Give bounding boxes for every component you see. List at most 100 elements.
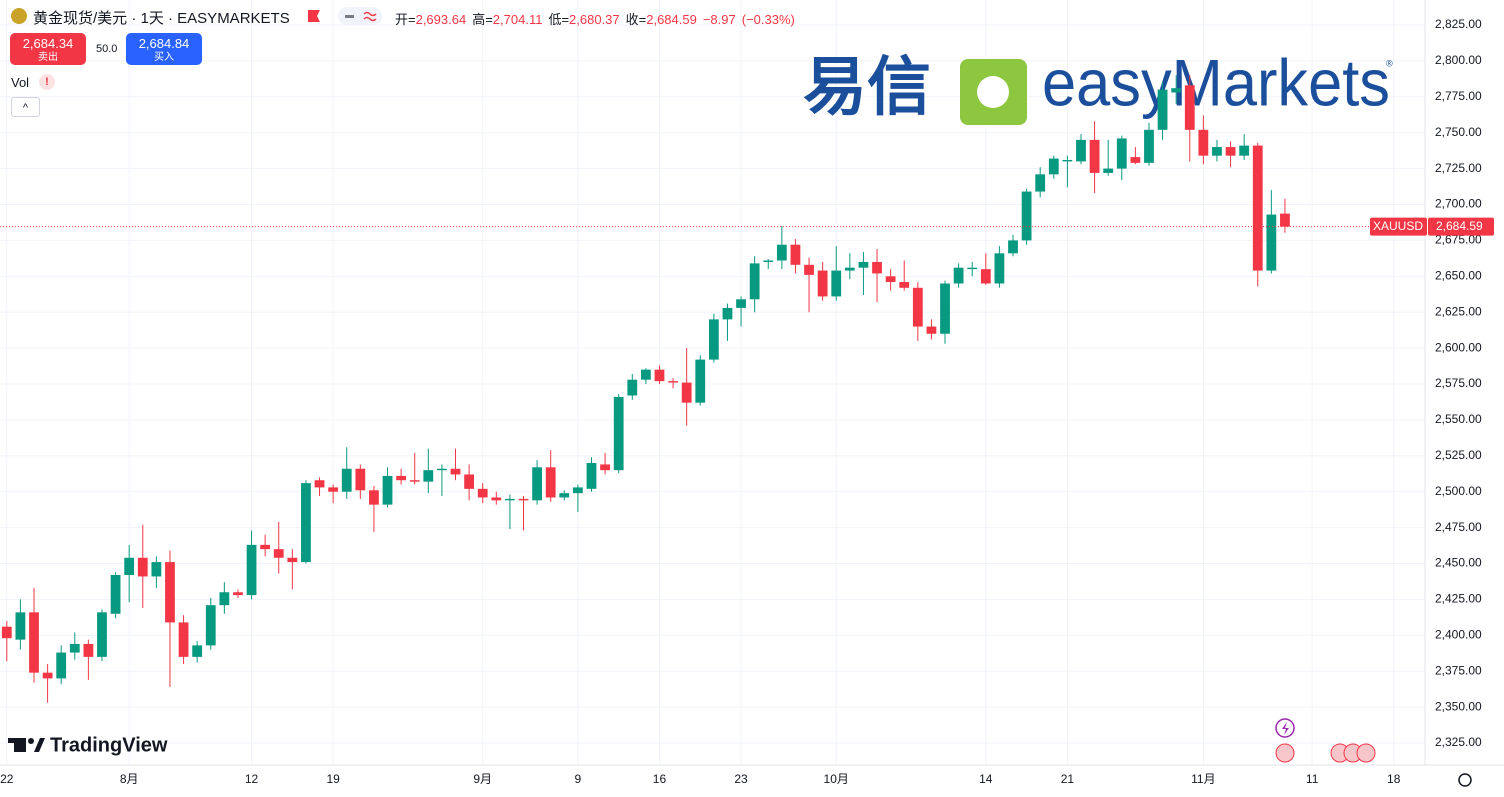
candle-body <box>695 359 706 403</box>
ohlc-label: 开= <box>395 12 416 27</box>
watermark-icon-dot <box>977 76 1009 108</box>
sell-price: 2,684.34 <box>22 36 74 51</box>
candle-body <box>1252 145 1263 271</box>
event-flag[interactable] <box>1275 743 1295 763</box>
candle-body <box>29 612 39 673</box>
candle-body <box>1130 157 1141 163</box>
change-percent: (−0.33%) <box>741 12 795 27</box>
candle-body <box>396 475 407 481</box>
candle-body <box>926 326 937 334</box>
candle-body <box>42 672 53 679</box>
candle-body <box>165 562 175 623</box>
candle-body <box>627 379 638 396</box>
y-tick-label: 2,525.00 <box>1435 448 1482 462</box>
candle-body <box>69 643 80 653</box>
x-tick-label: 22 <box>0 772 14 786</box>
buy-price: 2,684.84 <box>138 36 190 51</box>
candle-body <box>301 483 311 563</box>
indicator-label[interactable]: Vol <box>11 75 30 90</box>
x-tick-label: 23 <box>734 772 748 786</box>
candle-body <box>97 612 107 657</box>
candle-body <box>15 612 26 640</box>
collapse-button[interactable]: ^ <box>11 97 40 117</box>
candle-body <box>586 462 597 489</box>
candle-body <box>1103 168 1114 173</box>
price-tag-label: 2,684.59 <box>1436 219 1483 233</box>
candle-body <box>776 244 787 261</box>
y-tick-label: 2,475.00 <box>1435 520 1482 534</box>
candle-body <box>1157 89 1168 130</box>
x-tick-label: 16 <box>653 772 667 786</box>
candle-body <box>178 622 189 657</box>
tv-logo-icon <box>8 738 22 743</box>
candle-body <box>559 493 570 498</box>
candle-body <box>654 369 665 382</box>
candle-body <box>1 626 12 639</box>
candle-body <box>532 467 542 501</box>
candle-body <box>844 267 855 271</box>
candle-body <box>137 557 148 577</box>
x-tick-label: 21 <box>1061 772 1075 786</box>
buy-button[interactable]: 2,684.84 买入 <box>126 33 202 65</box>
candle-body <box>640 369 651 380</box>
watermark-cn: 易信 <box>803 51 931 123</box>
candle-body <box>804 264 814 275</box>
candle-body <box>681 382 692 403</box>
candle-body <box>613 396 624 471</box>
symbol-title: 黄金现货/美元 · 1天 · EASYMARKETS <box>33 10 290 27</box>
candle-body <box>763 260 774 262</box>
y-tick-label: 2,600.00 <box>1435 340 1482 354</box>
candle-body <box>885 276 896 283</box>
candle-body <box>450 468 461 475</box>
candle-body <box>518 498 529 501</box>
y-tick-label: 2,650.00 <box>1435 268 1482 282</box>
candle-body <box>56 652 67 679</box>
x-tick-label: 14 <box>979 772 993 786</box>
x-tick-label: 18 <box>1387 772 1401 786</box>
status-pill[interactable] <box>338 7 382 25</box>
candle-body <box>872 261 882 274</box>
candle-body <box>260 544 271 550</box>
candle-body <box>1116 138 1127 169</box>
x-tick-label: 8月 <box>120 772 139 786</box>
y-tick-label: 2,675.00 <box>1435 233 1482 247</box>
candle-body <box>749 263 760 300</box>
symbol-tag-label: XAUUSD <box>1373 219 1423 233</box>
candle-body <box>505 498 515 501</box>
candle-body <box>1171 88 1182 93</box>
candle-body <box>1089 139 1100 173</box>
candle-body <box>233 592 243 596</box>
sell-label: 卖出 <box>38 52 58 63</box>
symbol-tag <box>1370 217 1427 236</box>
status-pill-icon <box>363 11 377 22</box>
y-tick-label: 2,700.00 <box>1435 197 1482 211</box>
y-tick-label: 2,725.00 <box>1435 161 1482 175</box>
candle-body <box>1198 129 1209 156</box>
flag-icon[interactable] <box>308 10 320 22</box>
event-flag[interactable] <box>1356 743 1376 763</box>
ohlc-label: 高= <box>472 12 493 27</box>
candle-body <box>1008 240 1018 254</box>
candle-body <box>953 267 964 284</box>
candle-body <box>912 287 923 327</box>
x-tick-label: 19 <box>326 772 340 786</box>
candle-body <box>1048 158 1059 175</box>
candle-body <box>1280 213 1290 227</box>
candle-body <box>980 269 991 284</box>
candle-body <box>967 267 978 270</box>
candle-body <box>219 592 230 606</box>
y-tick-label: 2,800.00 <box>1435 53 1482 67</box>
candle-body <box>355 468 366 491</box>
sell-button[interactable]: 2,684.34 卖出 <box>10 33 86 65</box>
y-tick-label: 2,625.00 <box>1435 304 1482 318</box>
candle-body <box>110 575 121 614</box>
y-tick-label: 2,425.00 <box>1435 592 1482 606</box>
y-tick-label: 2,500.00 <box>1435 484 1482 498</box>
change: −8.97 <box>702 12 736 27</box>
settings-icon[interactable] <box>1458 773 1472 787</box>
candle-body <box>287 557 298 563</box>
candle-body <box>83 643 94 657</box>
indicator-warning[interactable]: ! <box>39 74 55 90</box>
x-tick-label: 9月 <box>473 772 492 786</box>
